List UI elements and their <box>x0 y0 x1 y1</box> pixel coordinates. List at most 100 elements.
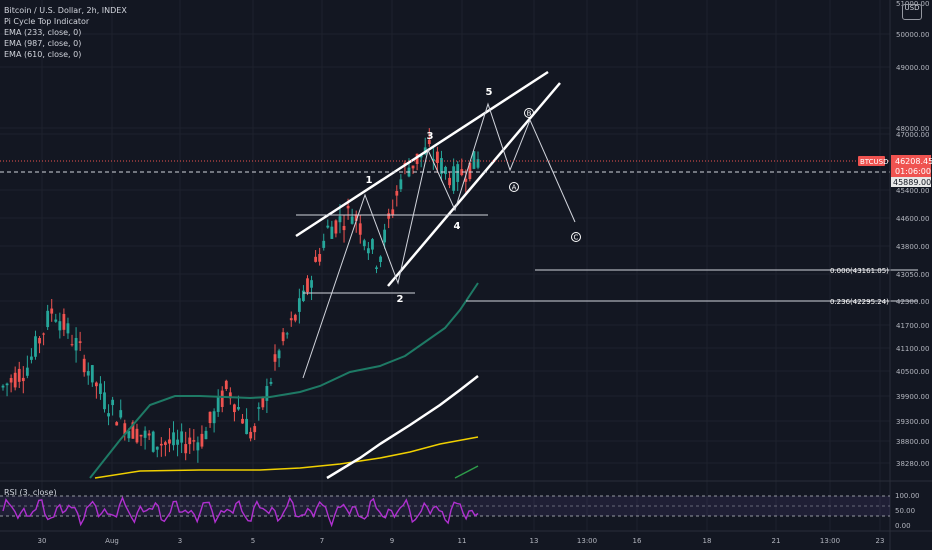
candle-body <box>94 382 98 387</box>
candle-body <box>30 356 33 360</box>
candle-body <box>318 254 322 262</box>
candle-body <box>200 433 204 447</box>
candle-body <box>38 337 41 344</box>
rsi-line <box>2 495 479 528</box>
candle-body <box>476 159 480 168</box>
price-tick: 44600.00 <box>896 215 929 223</box>
time-tick: 18 <box>703 537 712 545</box>
candle-body <box>9 378 13 383</box>
legend-title[interactable]: Bitcoin / U.S. Dollar, 2h, INDEX <box>4 6 127 15</box>
chart-legend[interactable]: Bitcoin / U.S. Dollar, 2h, INDEX Pi Cycl… <box>4 5 127 60</box>
wave-circle-b <box>524 108 534 118</box>
time-tick: 13:00 <box>577 537 597 545</box>
candle-body <box>147 433 151 436</box>
candle-body <box>326 225 330 228</box>
candle-body <box>387 213 391 219</box>
candle-body <box>103 392 106 410</box>
candle-body <box>375 267 378 269</box>
countdown-tag: 01:06:00 <box>895 167 931 176</box>
candle-body <box>354 214 358 221</box>
candle-body <box>159 443 163 446</box>
candle-body <box>107 413 110 417</box>
legend-ema-987[interactable]: EMA (987, close, 0) <box>4 39 82 48</box>
candle-body <box>436 151 439 164</box>
time-tick: 7 <box>320 537 324 545</box>
rsi-tick-100: 100.00 <box>895 492 920 500</box>
candle-body <box>46 310 50 328</box>
candle-body <box>253 426 257 433</box>
candle-body <box>204 430 208 440</box>
candle-body <box>472 151 476 169</box>
candlesticks <box>1 128 480 463</box>
candle-body <box>261 397 265 408</box>
candle-body <box>119 410 123 418</box>
candle-body <box>245 418 248 435</box>
price-tick: 48000.00 <box>896 125 929 133</box>
wave-label-a: A <box>512 184 517 192</box>
candle-body <box>249 431 253 439</box>
time-tick: 16 <box>633 537 642 545</box>
candle-body <box>314 256 318 262</box>
candle-body <box>224 380 228 389</box>
price-tick: 41700.00 <box>896 322 929 330</box>
time-tick: 30 <box>38 537 47 545</box>
candle-body <box>17 368 21 382</box>
candle-body <box>220 390 224 407</box>
rsi-legend[interactable]: RSI (3, close) <box>4 488 57 497</box>
candle-body <box>180 431 184 443</box>
price-tick: 50000.00 <box>896 31 929 39</box>
candle-body <box>350 216 354 224</box>
time-axis[interactable]: 30 Aug 3 5 7 9 11 13 13:00 16 18 21 13:00 23 <box>38 537 885 545</box>
candle-body <box>379 256 382 262</box>
candle-body <box>269 381 273 384</box>
time-tick: 9 <box>390 537 394 545</box>
last-price-tag-bg <box>891 155 931 177</box>
wave-path[interactable] <box>302 102 576 379</box>
fib-label-2: 0.236(42295.24) <box>830 298 889 306</box>
wave-label-1: 1 <box>366 175 373 186</box>
candle-body <box>86 371 90 376</box>
candle-body <box>42 333 45 335</box>
candle-body <box>310 280 313 288</box>
wave-label-b: B <box>527 110 532 118</box>
candle-body <box>131 422 135 439</box>
currency-button[interactable]: USD <box>902 4 922 20</box>
candle-body <box>82 358 86 373</box>
candle-body <box>265 386 269 401</box>
candle-body <box>50 308 54 314</box>
candle-body <box>460 169 464 176</box>
price-tick: 39900.00 <box>896 393 929 401</box>
candle-body <box>383 229 387 243</box>
candle-body <box>62 313 66 330</box>
wave-label-5: 5 <box>486 87 493 98</box>
candle-body <box>34 336 37 357</box>
legend-ema-233[interactable]: EMA (233, close, 0) <box>4 28 82 37</box>
candle-body <box>358 223 362 235</box>
candle-body <box>371 239 374 250</box>
currency-label: USD <box>904 4 920 12</box>
ema-233-line <box>89 282 479 479</box>
legend-ema-610[interactable]: EMA (610, close, 0) <box>4 50 82 59</box>
candle-body <box>444 166 447 175</box>
candle-body <box>452 166 456 191</box>
candle-body <box>362 240 366 247</box>
candle-body <box>74 337 78 351</box>
wave-label-2: 2 <box>397 294 404 305</box>
candle-body <box>168 439 171 444</box>
candle-body <box>306 278 309 293</box>
candle-body <box>135 428 139 443</box>
candle-body <box>143 430 147 438</box>
symbol-tag-bg <box>858 156 885 166</box>
candle-body <box>302 290 305 302</box>
candle-body <box>415 153 419 164</box>
wave-circle-c <box>571 232 581 242</box>
legend-pi-cycle[interactable]: Pi Cycle Top Indicator <box>4 17 90 26</box>
wedge-upper-line[interactable] <box>295 70 549 238</box>
time-tick: 3 <box>178 537 182 545</box>
time-tick: 23 <box>876 537 885 545</box>
candle-body <box>293 314 297 321</box>
candle-body <box>172 432 175 446</box>
candle-body <box>13 372 17 388</box>
